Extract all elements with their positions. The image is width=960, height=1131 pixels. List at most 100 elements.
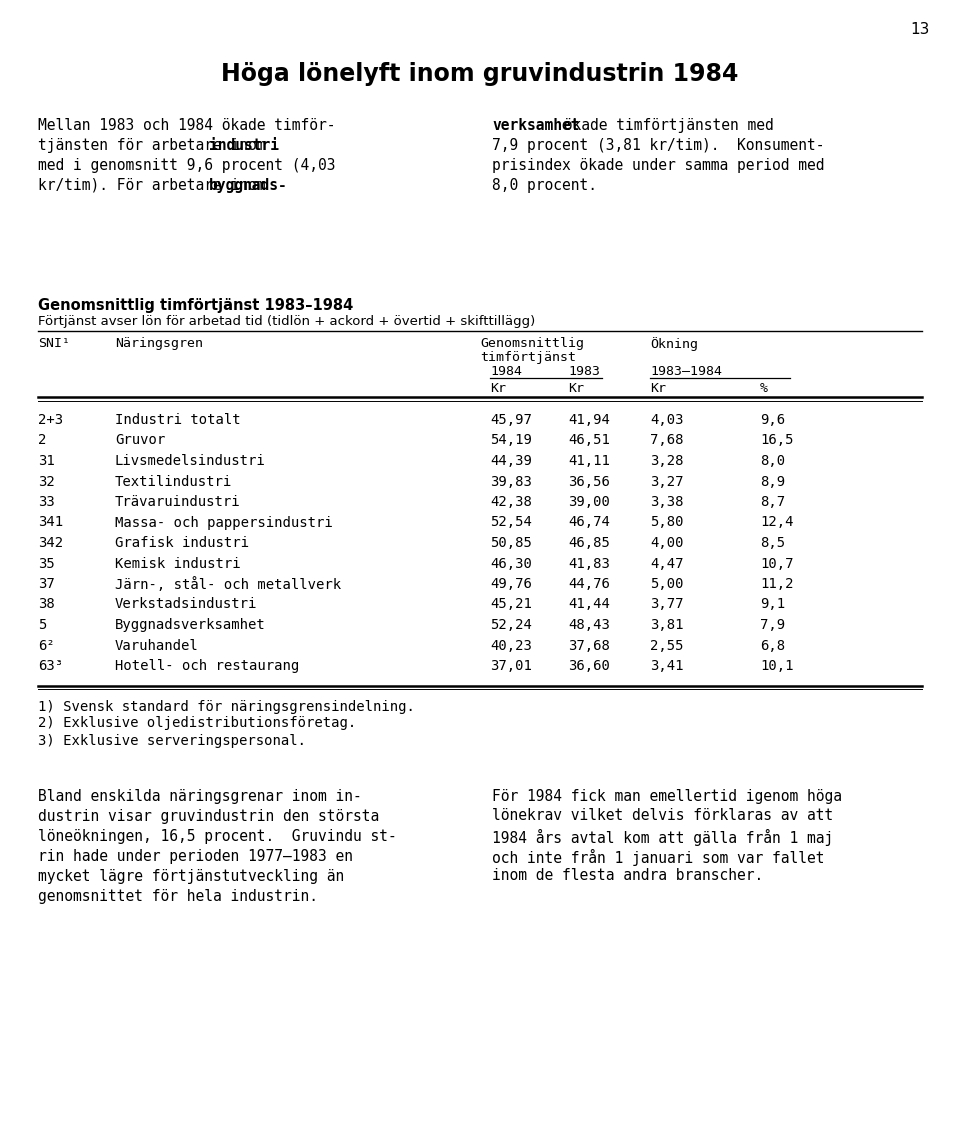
Text: 44,39: 44,39 [490,454,532,468]
Text: Industri totalt: Industri totalt [115,413,241,428]
Text: Genomsnittlig: Genomsnittlig [480,337,584,349]
Text: med i genomsnitt 9,6 procent (4,03: med i genomsnitt 9,6 procent (4,03 [38,158,335,173]
Text: Livsmedelsindustri: Livsmedelsindustri [115,454,266,468]
Text: mycket lägre förtjänstutveckling än: mycket lägre förtjänstutveckling än [38,869,345,883]
Text: industri: industri [208,138,278,153]
Text: 1983–1984: 1983–1984 [650,365,722,378]
Text: 12,4: 12,4 [760,516,794,529]
Text: 46,74: 46,74 [568,516,610,529]
Text: Kr: Kr [490,382,506,395]
Text: 3,38: 3,38 [650,495,684,509]
Text: 37: 37 [38,577,55,592]
Text: 3,81: 3,81 [650,618,684,632]
Text: 32: 32 [38,475,55,489]
Text: 1983: 1983 [568,365,600,378]
Text: Genomsnittlig timförtjänst 1983–1984: Genomsnittlig timförtjänst 1983–1984 [38,297,353,313]
Text: 8,9: 8,9 [760,475,785,489]
Text: Mellan 1983 och 1984 ökade timför-: Mellan 1983 och 1984 ökade timför- [38,118,335,133]
Text: SNI¹: SNI¹ [38,337,70,349]
Text: 5: 5 [38,618,46,632]
Text: 44,76: 44,76 [568,577,610,592]
Text: 9,6: 9,6 [760,413,785,428]
Text: 46,85: 46,85 [568,536,610,550]
Text: 7,9 procent (3,81 kr/tim).  Konsument-: 7,9 procent (3,81 kr/tim). Konsument- [492,138,825,153]
Text: genomsnittet för hela industrin.: genomsnittet för hela industrin. [38,889,318,904]
Text: Massa- och pappersindustri: Massa- och pappersindustri [115,516,333,529]
Text: Kr: Kr [568,382,584,395]
Text: 11,2: 11,2 [760,577,794,592]
Text: Grafisk industri: Grafisk industri [115,536,249,550]
Text: Hotell- och restaurang: Hotell- och restaurang [115,659,300,673]
Text: Verkstadsindustri: Verkstadsindustri [115,597,257,612]
Text: 2: 2 [38,433,46,448]
Text: 52,24: 52,24 [490,618,532,632]
Text: 3,27: 3,27 [650,475,684,489]
Text: 6,8: 6,8 [760,639,785,653]
Text: 4,47: 4,47 [650,556,684,570]
Text: Näringsgren: Näringsgren [115,337,203,349]
Text: dustrin visar gruvindustrin den största: dustrin visar gruvindustrin den största [38,809,379,823]
Text: 36,56: 36,56 [568,475,610,489]
Text: 35: 35 [38,556,55,570]
Text: ökade timförtjänsten med: ökade timförtjänsten med [555,118,774,133]
Text: Varuhandel: Varuhandel [115,639,199,653]
Text: 342: 342 [38,536,63,550]
Text: 41,44: 41,44 [568,597,610,612]
Text: 33: 33 [38,495,55,509]
Text: 10,1: 10,1 [760,659,794,673]
Text: 5,00: 5,00 [650,577,684,592]
Text: 37,68: 37,68 [568,639,610,653]
Text: Byggnadsverksamhet: Byggnadsverksamhet [115,618,266,632]
Text: 41,83: 41,83 [568,556,610,570]
Text: tjänsten för arbetare inom: tjänsten för arbetare inom [38,138,275,153]
Text: 16,5: 16,5 [760,433,794,448]
Text: 50,85: 50,85 [490,536,532,550]
Text: Förtjänst avser lön för arbetad tid (tidlön + ackord + övertid + skifttillägg): Förtjänst avser lön för arbetad tid (tid… [38,316,536,328]
Text: 40,23: 40,23 [490,639,532,653]
Text: 46,51: 46,51 [568,433,610,448]
Text: Trävaruindustri: Trävaruindustri [115,495,241,509]
Text: Bland enskilda näringsgrenar inom in-: Bland enskilda näringsgrenar inom in- [38,788,362,803]
Text: 6²: 6² [38,639,55,653]
Text: 41,94: 41,94 [568,413,610,428]
Text: 9,1: 9,1 [760,597,785,612]
Text: 3,77: 3,77 [650,597,684,612]
Text: 45,97: 45,97 [490,413,532,428]
Text: %: % [760,382,768,395]
Text: 7,9: 7,9 [760,618,785,632]
Text: 52,54: 52,54 [490,516,532,529]
Text: 41,11: 41,11 [568,454,610,468]
Text: 10,7: 10,7 [760,556,794,570]
Text: 5,80: 5,80 [650,516,684,529]
Text: Ökning: Ökning [650,337,698,351]
Text: 8,0: 8,0 [760,454,785,468]
Text: rin hade under perioden 1977–1983 en: rin hade under perioden 1977–1983 en [38,848,353,863]
Text: 42,38: 42,38 [490,495,532,509]
Text: Kemisk industri: Kemisk industri [115,556,241,570]
Text: 46,30: 46,30 [490,556,532,570]
Text: För 1984 fick man emellertid igenom höga: För 1984 fick man emellertid igenom höga [492,788,842,803]
Text: 49,76: 49,76 [490,577,532,592]
Text: 63³: 63³ [38,659,63,673]
Text: 3,28: 3,28 [650,454,684,468]
Text: 45,21: 45,21 [490,597,532,612]
Text: 7,68: 7,68 [650,433,684,448]
Text: 31: 31 [38,454,55,468]
Text: byggnads-: byggnads- [208,178,287,193]
Text: 39,83: 39,83 [490,475,532,489]
Text: 36,60: 36,60 [568,659,610,673]
Text: 4,00: 4,00 [650,536,684,550]
Text: Järn-, stål- och metallverk: Järn-, stål- och metallverk [115,577,341,592]
Text: löneökningen, 16,5 procent.  Gruvindu st-: löneökningen, 16,5 procent. Gruvindu st- [38,829,396,844]
Text: 1984 års avtal kom att gälla från 1 maj: 1984 års avtal kom att gälla från 1 maj [492,829,833,846]
Text: prisindex ökade under samma period med: prisindex ökade under samma period med [492,158,825,173]
Text: 2+3: 2+3 [38,413,63,428]
Text: Kr: Kr [650,382,666,395]
Text: inom de flesta andra branscher.: inom de flesta andra branscher. [492,869,763,883]
Text: lönekrav vilket delvis förklaras av att: lönekrav vilket delvis förklaras av att [492,809,833,823]
Text: 39,00: 39,00 [568,495,610,509]
Text: 8,5: 8,5 [760,536,785,550]
Text: 2) Exklusive oljedistributionsföretag.: 2) Exklusive oljedistributionsföretag. [38,717,356,731]
Text: 4,03: 4,03 [650,413,684,428]
Text: Gruvor: Gruvor [115,433,165,448]
